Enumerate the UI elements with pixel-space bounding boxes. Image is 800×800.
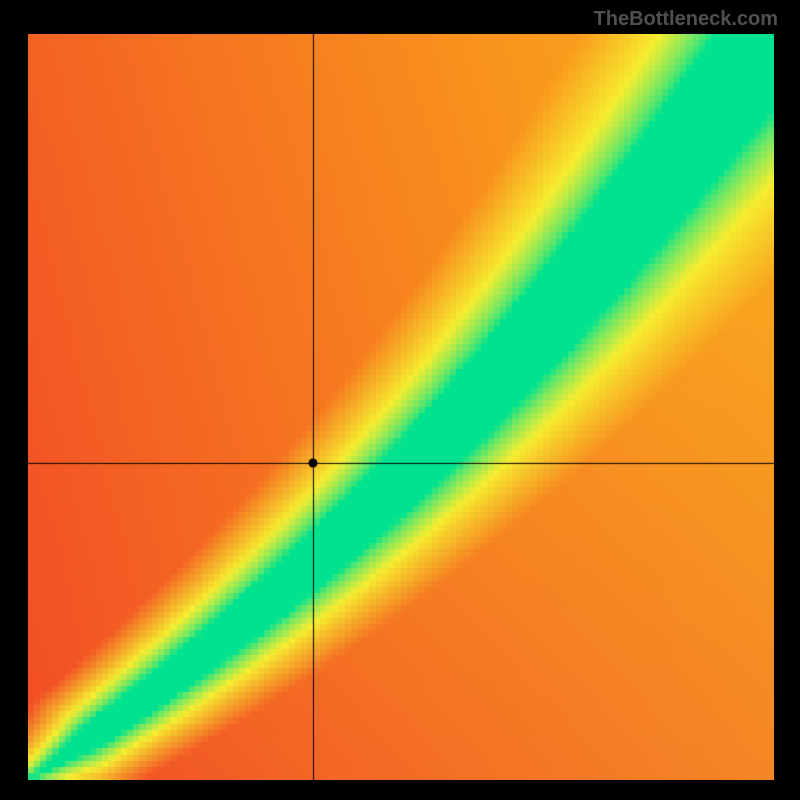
- bottleneck-heatmap: [28, 34, 774, 780]
- chart-container: TheBottleneck.com: [0, 0, 800, 800]
- watermark-text: TheBottleneck.com: [594, 8, 778, 31]
